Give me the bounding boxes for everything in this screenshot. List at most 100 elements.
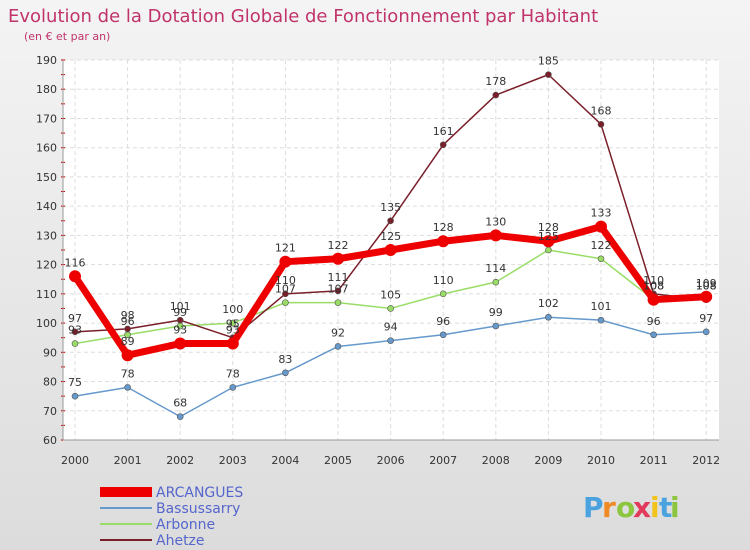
data-label: 93 (173, 324, 187, 337)
data-label: 110 (275, 274, 296, 287)
data-point (176, 413, 184, 420)
data-label: 96 (436, 315, 450, 328)
x-tick-label: 2011 (640, 454, 668, 467)
data-label: 110 (643, 274, 664, 287)
data-point (71, 328, 79, 336)
data-label: 130 (485, 215, 506, 228)
x-tick-label: 2004 (271, 454, 299, 467)
x-tick-label: 2001 (114, 454, 142, 467)
data-label: 135 (380, 201, 401, 214)
y-tick-label: 100 (36, 317, 57, 330)
data-point (332, 252, 344, 265)
proxiti-logo: Pr oxi ti (583, 491, 680, 524)
y-tick-label: 170 (36, 112, 57, 125)
axes: 60 70 80 90 100 110 120 130 140 150 160 170 180 190 20… (36, 54, 720, 467)
data-point (597, 316, 605, 324)
data-point (121, 349, 134, 362)
data-label: 78 (226, 367, 240, 380)
series-group (69, 71, 713, 420)
x-tick-label: 2006 (377, 454, 405, 467)
data-label: 110 (433, 274, 454, 287)
data-label: 96 (121, 315, 135, 328)
data-point (174, 337, 187, 350)
data-label: 125 (380, 230, 401, 243)
data-point (334, 287, 342, 295)
data-point (229, 319, 237, 327)
y-tick-label: 70 (43, 405, 57, 418)
data-point (69, 270, 81, 283)
y-tick-label: 190 (36, 54, 57, 67)
x-tick-label: 2005 (324, 454, 352, 467)
data-label: 168 (591, 104, 612, 117)
data-point (545, 313, 552, 321)
brand-letter: r (602, 491, 616, 524)
x-tick-label: 2000 (61, 454, 89, 467)
data-point (597, 121, 605, 128)
y-tick-label: 130 (36, 229, 57, 242)
brand-letter: x (633, 491, 651, 524)
y-tick-label: 90 (43, 346, 57, 359)
data-label: 97 (699, 312, 713, 325)
data-label: 93 (68, 324, 82, 337)
data-point (597, 255, 605, 263)
data-label: 83 (278, 353, 292, 366)
data-label: 94 (384, 321, 398, 334)
data-label: 128 (538, 221, 559, 234)
data-point (489, 229, 502, 242)
data-label: 100 (222, 303, 243, 316)
data-label: 78 (121, 367, 135, 380)
data-label: 92 (331, 326, 345, 339)
legend-label: Ahetze (156, 533, 205, 549)
data-label: 102 (538, 297, 559, 310)
data-point (282, 369, 289, 377)
data-label: 99 (173, 306, 187, 319)
data-label: 122 (328, 239, 349, 252)
data-label: 185 (538, 55, 559, 68)
data-label: 122 (591, 239, 612, 252)
data-point (71, 340, 79, 347)
y-tick-label: 160 (36, 142, 57, 155)
data-label: 98 (121, 309, 135, 322)
data-point (702, 328, 710, 336)
data-label: 116 (65, 256, 86, 269)
data-point (282, 299, 289, 306)
legend-label: ARCANGUES (156, 485, 243, 501)
data-point (650, 331, 657, 339)
data-label: 99 (489, 306, 503, 319)
data-point (282, 290, 289, 298)
data-label: 121 (275, 242, 296, 255)
legend-label: Bassussarry (156, 501, 240, 517)
data-label: 111 (328, 271, 349, 284)
data-label: 128 (433, 221, 454, 234)
data-point (492, 278, 500, 286)
brand-letter: P (583, 491, 604, 524)
data-label: 108 (696, 280, 717, 293)
data-label: 97 (68, 312, 82, 325)
x-tick-label: 2007 (429, 454, 457, 467)
x-tick-label: 2009 (534, 454, 562, 467)
data-label: 108 (696, 280, 717, 293)
data-label: 89 (121, 335, 135, 348)
data-point (334, 343, 342, 350)
data-label: 101 (591, 300, 612, 313)
data-label: 108 (643, 280, 664, 293)
data-point (439, 331, 447, 339)
data-point (226, 337, 239, 350)
data-label: 105 (380, 288, 401, 301)
brand-letter: i (650, 491, 660, 524)
data-point (595, 220, 607, 233)
data-label: 68 (173, 397, 187, 410)
data-label: 75 (68, 376, 82, 389)
data-point (437, 235, 450, 248)
data-point (384, 244, 397, 256)
data-point (334, 299, 342, 306)
data-label: 95 (226, 318, 240, 331)
brand-letter: i (670, 491, 680, 524)
brand-letter: o (616, 491, 635, 524)
y-tick-label: 110 (36, 288, 57, 301)
data-label: 161 (433, 125, 454, 138)
